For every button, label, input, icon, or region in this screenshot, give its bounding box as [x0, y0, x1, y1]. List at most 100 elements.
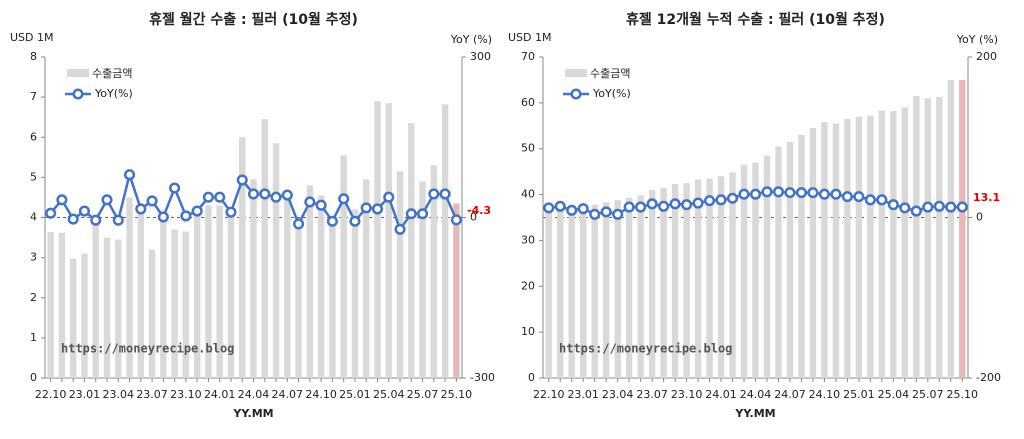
y2-tick-label: -300 — [470, 371, 495, 384]
bar — [568, 207, 575, 378]
bar — [924, 98, 931, 379]
bar — [890, 111, 897, 379]
yoy-point — [360, 202, 372, 214]
y-tick-label: 0 — [30, 371, 37, 384]
bar — [683, 183, 690, 378]
legend-swatch — [67, 69, 89, 77]
yoy-point — [749, 188, 762, 200]
yoy-point — [439, 188, 451, 200]
yoy-point — [214, 191, 226, 203]
bar — [752, 162, 759, 378]
y2-tick-label: 0 — [976, 211, 983, 224]
bar — [81, 253, 88, 378]
bar — [625, 197, 633, 378]
bar — [115, 239, 122, 378]
bar — [441, 104, 449, 378]
yoy-point — [67, 213, 79, 225]
yoy-point — [738, 188, 750, 200]
x-tick-label: 24.07 — [774, 388, 806, 401]
legend-label: 수출금액 — [92, 67, 132, 80]
yoy-point — [795, 187, 807, 199]
legend-label: YoY(%) — [94, 87, 133, 100]
bar — [786, 141, 794, 378]
yoy-point — [349, 215, 361, 227]
legend-swatch — [565, 69, 587, 77]
yoy-point — [899, 202, 911, 214]
yoy-point — [554, 200, 566, 212]
bar — [430, 165, 438, 378]
y2-tick-label: 0 — [470, 211, 477, 224]
y-tick-label: 0 — [528, 371, 535, 384]
bar — [69, 258, 77, 378]
bar — [284, 197, 291, 378]
x-tick-label: 23.07 — [636, 388, 668, 401]
bar — [832, 123, 840, 378]
bar — [878, 110, 886, 378]
bar — [408, 123, 415, 378]
x-tick-label: 25.01 — [339, 388, 371, 401]
bar — [148, 249, 156, 378]
x-tick-label: 24.10 — [809, 388, 841, 401]
bar — [250, 179, 257, 378]
y-tick-label: 7 — [30, 90, 37, 103]
bar — [160, 217, 167, 378]
x-tick-label: 24.01 — [204, 388, 236, 401]
yoy-point — [123, 169, 136, 181]
yoy-point — [635, 201, 647, 213]
yoy-point — [405, 208, 417, 220]
y-axis-label: USD 1M — [508, 31, 552, 44]
y-axis-label: USD 1M — [10, 31, 54, 44]
yoy-point — [566, 204, 578, 216]
y-tick-label: 1 — [30, 331, 37, 344]
yoy-point — [326, 215, 338, 227]
bar — [775, 146, 782, 378]
yoy-point — [600, 206, 612, 218]
yoy-point — [887, 199, 899, 211]
yoy-point — [270, 191, 282, 203]
x-tick-label: 25.04 — [878, 388, 910, 401]
bar — [557, 208, 564, 378]
bar — [809, 128, 817, 378]
bar — [47, 231, 54, 378]
yoy-point — [945, 201, 957, 213]
x-tick-label: 23.04 — [602, 388, 634, 401]
legend-swatch — [72, 88, 84, 100]
x-tick-label: 24.04 — [238, 388, 270, 401]
yoy-point — [56, 194, 68, 206]
x-tick-label: 24.07 — [272, 388, 304, 401]
bar — [329, 219, 336, 378]
yoy-point — [669, 198, 681, 210]
bar — [58, 232, 66, 378]
yoy-point — [726, 192, 739, 204]
yoy-point — [784, 187, 796, 199]
yoy-point — [90, 214, 102, 226]
yoy-point — [202, 191, 214, 203]
yoy-point — [658, 200, 670, 212]
yoy-point — [180, 210, 192, 222]
bar — [419, 181, 426, 378]
x-tick-label: 24.04 — [740, 388, 772, 401]
yoy-point — [101, 194, 113, 206]
yoy-point — [112, 214, 124, 226]
x-tick-label: 25.10 — [441, 388, 473, 401]
bar — [363, 179, 370, 378]
yoy-point — [371, 203, 384, 215]
yoy-point — [933, 200, 945, 212]
y2-axis-label: YoY (%) — [450, 33, 492, 46]
yoy-point — [236, 174, 248, 186]
x-tick-label: 25.07 — [912, 388, 944, 401]
yoy-point — [692, 197, 704, 209]
bar — [591, 204, 598, 378]
yoy-point — [818, 188, 830, 200]
y-tick-label: 5 — [30, 170, 37, 183]
bar — [453, 203, 460, 378]
x-tick-label: 24.10 — [305, 388, 337, 401]
bar — [396, 171, 404, 378]
yoy-point — [169, 182, 181, 194]
watermark: https://moneyrecipe.blog — [61, 342, 234, 356]
x-tick-label: 23.04 — [103, 388, 135, 401]
chart-title: 휴젤 월간 수출 : 필러 (10월 추정) — [149, 11, 358, 28]
yoy-point — [853, 191, 865, 203]
yoy-point — [281, 189, 293, 201]
